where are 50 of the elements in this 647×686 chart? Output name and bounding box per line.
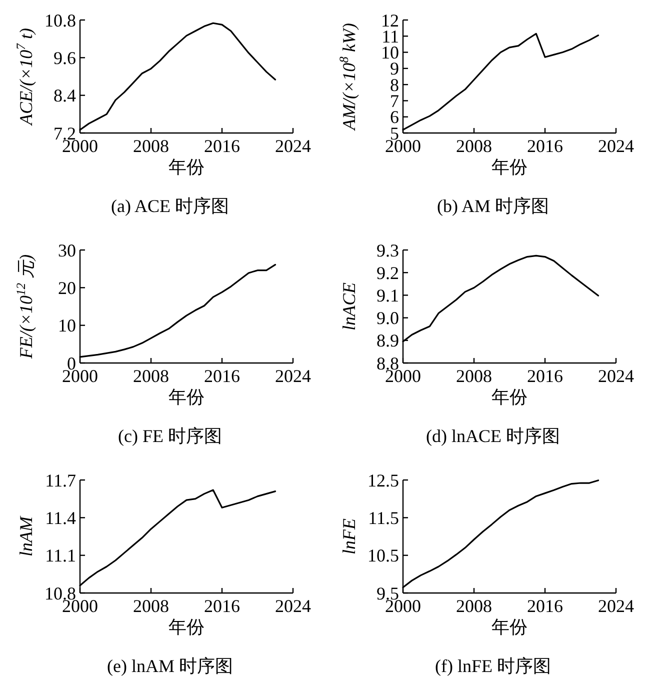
y-tick-label: 9.3 [376, 240, 399, 260]
y-tick-label: 9.0 [376, 308, 399, 328]
x-tick-label: 2024 [598, 366, 634, 386]
y-tick-label: 10.8 [44, 10, 76, 30]
text: (f) lnFE 时序图 [435, 656, 551, 676]
y-tick-label: 9.6 [54, 48, 76, 68]
x-tick-label: 2008 [456, 596, 492, 616]
y-tick-label: 12.5 [368, 470, 399, 490]
x-tick-label: 2016 [204, 136, 240, 156]
x-tick-label: 2008 [456, 136, 492, 156]
y-tick-label: 11.4 [45, 508, 76, 528]
x-tick-label: 2024 [598, 596, 634, 616]
x-tick-label: 2024 [598, 136, 634, 156]
y-axis-title: lnFE [339, 518, 359, 554]
x-tick-label: 2008 [133, 136, 169, 156]
x-tick-label: 2008 [133, 596, 169, 616]
x-axis-title: 年份 [168, 617, 204, 637]
x-axis-title: 年份 [492, 387, 528, 407]
text: (c) FE 时序图 [118, 426, 222, 446]
x-tick-label: 2016 [204, 366, 240, 386]
y-tick-label: 11.1 [45, 546, 76, 566]
x-tick-label: 2016 [204, 596, 240, 616]
y-tick-label: 11.7 [45, 470, 76, 490]
y-tick-label: 10 [58, 316, 76, 336]
y-tick-label: 9.1 [376, 286, 399, 306]
x-tick-label: 2024 [275, 366, 311, 386]
y-tick-label: 9.2 [376, 262, 399, 283]
x-axis-title: 年份 [168, 387, 204, 407]
x-axis-title: 年份 [492, 617, 528, 637]
y-tick-label: 8.4 [54, 86, 76, 106]
y-tick-label: 8.9 [376, 330, 399, 351]
x-tick-label: 2008 [456, 366, 492, 386]
y-axis-title: lnAM [16, 516, 36, 556]
text: (a) ACE 时序图 [111, 196, 229, 216]
x-tick-label: 2016 [527, 596, 563, 616]
text: (d) lnACE 时序图 [426, 426, 560, 446]
y-tick-label: 11.5 [368, 508, 399, 528]
y-tick-label: 20 [58, 278, 76, 298]
text: (e) lnAM 时序图 [107, 656, 233, 676]
x-tick-label: 2008 [133, 366, 169, 386]
text: (b) AM 时序图 [437, 196, 549, 216]
x-axis-title: 年份 [492, 157, 528, 177]
x-tick-label: 2024 [275, 136, 311, 156]
y-axis-title: lnACE [339, 282, 359, 330]
x-tick-label: 2016 [527, 366, 563, 386]
x-tick-label: 2024 [275, 596, 311, 616]
y-tick-label: 30 [58, 240, 76, 260]
x-axis-title: 年份 [168, 157, 204, 177]
y-tick-label: 10.5 [368, 546, 399, 566]
x-tick-label: 2016 [527, 136, 563, 156]
